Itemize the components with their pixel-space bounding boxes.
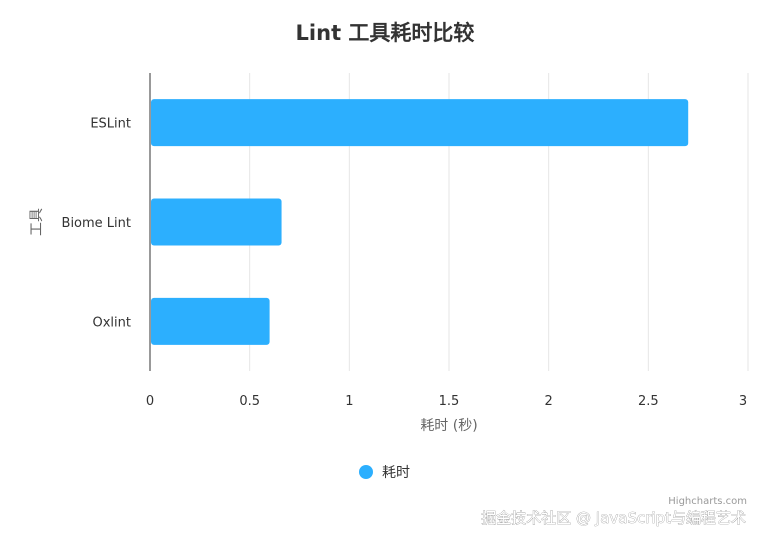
legend-marker [359, 465, 373, 479]
y-tick-label: Biome Lint [62, 216, 131, 231]
x-tick-label: 3 [739, 394, 747, 409]
x-tick-label: 1.5 [439, 394, 460, 409]
x-tick-labels: 0 0.5 1 1.5 2 2.5 3 [146, 394, 747, 409]
x-axis-title: 耗时 (秒) [420, 418, 477, 434]
y-tick-labels: ESLint Biome Lint Oxlint [62, 117, 131, 331]
legend-label: 耗时 [382, 465, 410, 481]
x-tick-label: 2 [545, 394, 553, 409]
bar[interactable] [151, 99, 689, 147]
bar[interactable] [151, 198, 282, 246]
chart-title: Lint 工具耗时比较 [296, 21, 475, 45]
x-tick-label: 2.5 [638, 394, 659, 409]
x-tick-label: 0.5 [239, 394, 260, 409]
x-tick-label: 1 [345, 394, 353, 409]
credits-link[interactable]: Highcharts.com [668, 496, 747, 507]
y-axis-title: 工具 [29, 208, 45, 236]
y-tick-label: ESLint [90, 117, 131, 132]
legend[interactable]: 耗时 [359, 465, 410, 481]
y-tick-label: Oxlint [93, 315, 132, 330]
watermark: 掘金技术社区 @ JavaScript与编程艺术 [481, 509, 746, 527]
bars [151, 99, 689, 345]
x-tick-label: 0 [146, 394, 154, 409]
bar[interactable] [151, 297, 270, 345]
